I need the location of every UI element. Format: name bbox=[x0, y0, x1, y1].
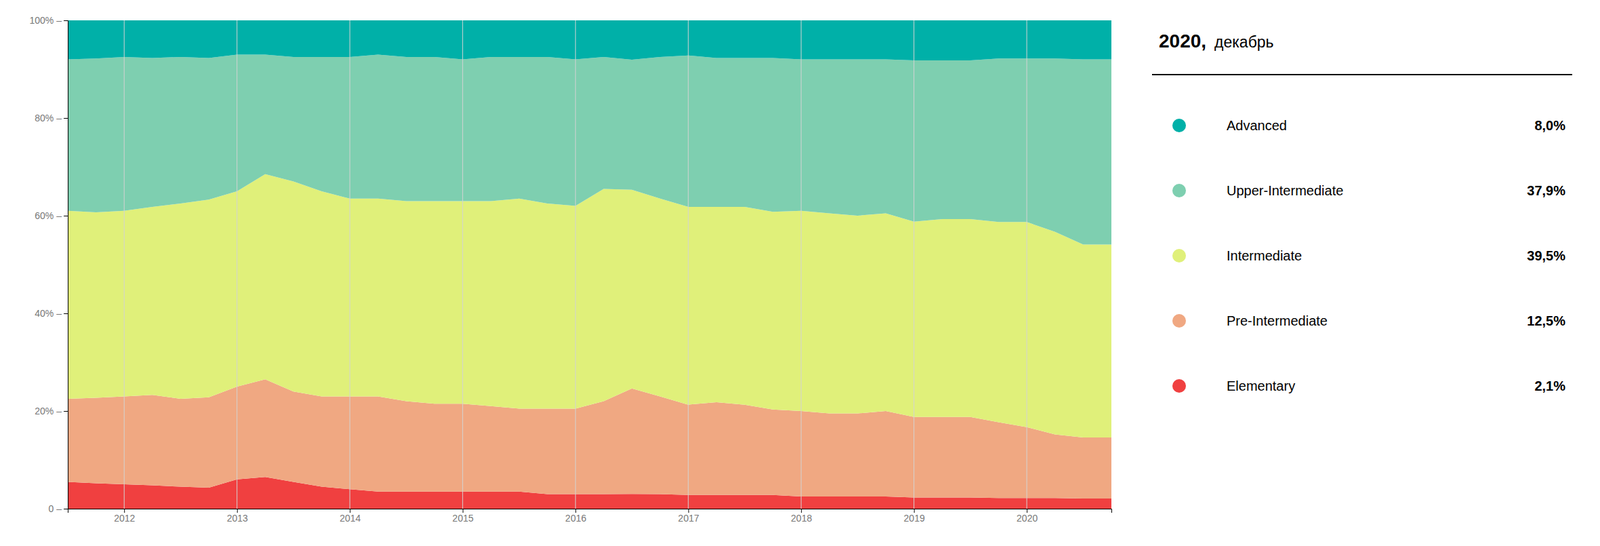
plot-area bbox=[67, 20, 1112, 509]
title: 2020, bbox=[1158, 30, 1207, 52]
legend-value: 2,1% bbox=[1534, 378, 1566, 394]
tick: 60% – bbox=[34, 210, 68, 221]
tick-label: 2017 bbox=[678, 512, 700, 524]
legend-value: 8,0% bbox=[1534, 117, 1566, 133]
grid-line bbox=[462, 20, 463, 509]
tick-mark bbox=[63, 20, 68, 22]
tick-label: 0 – bbox=[48, 502, 63, 514]
legend-item: Elementary 2,1% bbox=[1172, 378, 1566, 394]
legend-swatch bbox=[1172, 378, 1186, 393]
tick-label: 20% – bbox=[34, 405, 62, 417]
tick-label: 40% – bbox=[34, 307, 62, 319]
tick: 2017 bbox=[678, 508, 700, 524]
tick-label: 2019 bbox=[904, 512, 926, 524]
grid-line bbox=[349, 20, 351, 509]
legend-item: Intermediate 39,5% bbox=[1172, 248, 1566, 263]
tick-label: 2016 bbox=[565, 512, 587, 524]
chart-root: 2012 2013 2014 2015 2016 2017 2018 2019 2020 0 – 2… bbox=[0, 0, 1600, 546]
grid-line bbox=[913, 20, 915, 509]
legend-label: Intermediate bbox=[1226, 248, 1302, 263]
grid-line bbox=[801, 20, 802, 509]
legend-item: Upper-Intermediate 37,9% bbox=[1172, 182, 1566, 198]
grid-line bbox=[236, 20, 238, 509]
legend-swatch bbox=[1172, 313, 1186, 328]
legend-item: Advanced 8,0% bbox=[1172, 117, 1566, 133]
x-axis: 2012 2013 2014 2015 2016 2017 2018 2019 2020 bbox=[68, 508, 1113, 524]
series-area bbox=[67, 20, 1112, 61]
tick: 2019 bbox=[904, 508, 926, 524]
subtitle: декабрь bbox=[1214, 33, 1275, 51]
tick: 2013 bbox=[227, 508, 249, 524]
tick-label: 2014 bbox=[339, 512, 361, 524]
series-area bbox=[67, 54, 1112, 244]
tick: 100% – bbox=[29, 14, 68, 26]
legend-swatch bbox=[1172, 248, 1186, 263]
tick-label: 2020 bbox=[1016, 512, 1038, 524]
tick: 2012 bbox=[113, 508, 135, 524]
title-rule bbox=[1152, 73, 1573, 76]
legend-swatch bbox=[1172, 118, 1186, 133]
legend-value: 37,9% bbox=[1526, 182, 1566, 198]
legend-label: Advanced bbox=[1226, 117, 1287, 133]
y-axis: 0 – 20% – 40% – 60% – 80% – 100% – bbox=[29, 14, 69, 514]
legend-label: Elementary bbox=[1226, 378, 1296, 394]
tick: 2014 bbox=[339, 508, 361, 524]
legend-item: Pre-Intermediate 12,5% bbox=[1172, 313, 1566, 328]
tick-mark bbox=[63, 117, 68, 119]
legend-label: Upper-Intermediate bbox=[1226, 182, 1344, 198]
legend: 2020, декабрь Advanced 8,0% Upper-Intermedia… bbox=[1152, 30, 1573, 394]
legend-value: 39,5% bbox=[1526, 248, 1566, 263]
tick-label: 2015 bbox=[452, 512, 474, 524]
tick-label: 60% – bbox=[34, 210, 62, 221]
legend-swatch bbox=[1172, 183, 1186, 198]
tick-mark bbox=[63, 313, 68, 314]
tick: 0 – bbox=[48, 502, 68, 514]
tick-mark bbox=[63, 215, 68, 217]
tick-mark bbox=[63, 410, 68, 412]
axis-line bbox=[63, 21, 69, 509]
tick: 20% – bbox=[34, 405, 68, 417]
tick-mark bbox=[63, 508, 68, 509]
grid-line bbox=[687, 20, 689, 509]
tick: 40% – bbox=[34, 307, 68, 319]
tick-label: 100% – bbox=[29, 14, 63, 26]
axis-line bbox=[68, 508, 1113, 514]
tick: 2020 bbox=[1016, 508, 1038, 524]
grid-line bbox=[575, 20, 577, 509]
tick: 2018 bbox=[790, 508, 812, 524]
tick-label: 2012 bbox=[113, 512, 135, 524]
grid-line bbox=[124, 20, 125, 509]
grid-line bbox=[1026, 20, 1028, 509]
tick-label: 2013 bbox=[227, 512, 249, 524]
tick: 2015 bbox=[452, 508, 474, 524]
tick: 80% – bbox=[34, 112, 68, 124]
legend-value: 12,5% bbox=[1526, 313, 1566, 328]
legend-label: Pre-Intermediate bbox=[1226, 313, 1328, 328]
tick: 2016 bbox=[565, 508, 587, 524]
tick-label: 80% – bbox=[34, 112, 62, 124]
tick-label: 2018 bbox=[790, 512, 812, 524]
